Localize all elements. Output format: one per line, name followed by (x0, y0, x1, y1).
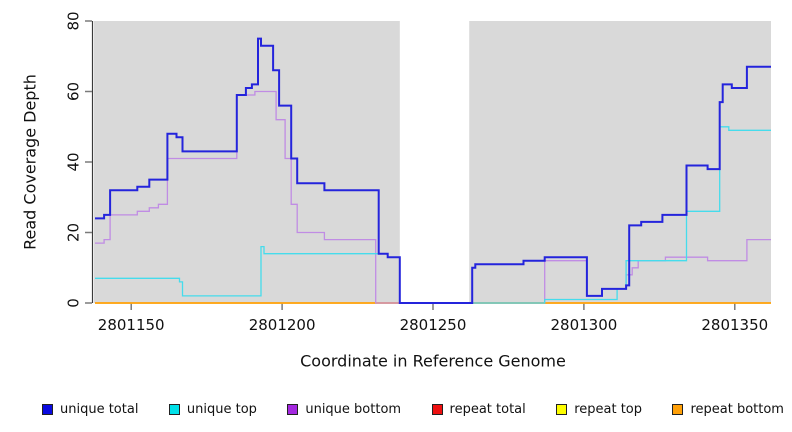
legend-swatch-icon (287, 403, 299, 415)
x-tick-label: 2801300 (550, 316, 617, 334)
x-tick-label: 2801200 (249, 316, 316, 334)
legend-item-unique-bottom: unique bottom (287, 403, 401, 416)
legend-label: repeat total (449, 401, 526, 417)
series-unique-bottom (95, 90, 771, 304)
legend-swatch-icon (556, 403, 568, 415)
chart-legend: unique total unique top unique bottom repea… (42, 399, 784, 419)
y-tick-label: 40 (65, 152, 83, 171)
y-axis-title: Read Coverage Depth (20, 74, 40, 250)
legend-swatch-icon (168, 403, 180, 415)
x-tick-label: 2801250 (400, 316, 467, 334)
legend-label: unique top (186, 401, 257, 417)
chart-canvas: 0 20 40 60 80 2801150 2801200 2801250 2801300 280… (65, 11, 771, 334)
y-tick-label: 0 (65, 298, 83, 308)
legend-item-unique-top: unique top (168, 401, 257, 417)
legend-item-repeat-bottom: repeat bottom (672, 403, 784, 416)
y-tick-label: 60 (65, 82, 83, 101)
legend-item-unique-total: unique total (42, 403, 138, 416)
x-axis-title: Coordinate in Reference Genome (300, 351, 566, 371)
legend-item-repeat-top: repeat top (556, 403, 642, 416)
y-tick-label: 80 (65, 11, 83, 30)
series-unique-total (95, 37, 771, 304)
x-tick-label: 2801350 (701, 316, 768, 334)
legend-label: repeat top (574, 401, 642, 417)
y-tick-label: 20 (65, 223, 83, 242)
legend-label: unique bottom (305, 401, 402, 417)
legend-swatch-icon (42, 403, 53, 415)
legend-label: unique total (60, 401, 139, 417)
masked-region (399, 21, 470, 303)
legend-swatch-icon (431, 403, 443, 415)
x-tick-label: 2801150 (98, 316, 165, 334)
legend-item-repeat-total: repeat total (431, 401, 526, 417)
legend-swatch-icon (672, 403, 684, 415)
legend-label: repeat bottom (690, 401, 784, 417)
